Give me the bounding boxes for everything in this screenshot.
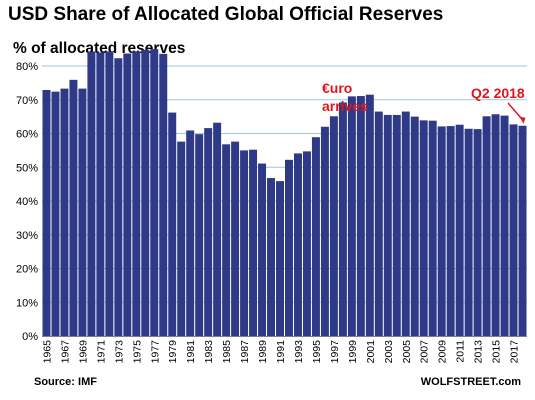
x-tick-label: 2017 <box>509 340 521 364</box>
annotation-euro-line1: €uro <box>322 80 353 96</box>
bar <box>141 49 150 337</box>
bar <box>509 124 518 336</box>
bar <box>177 141 186 336</box>
bar <box>96 52 105 336</box>
x-tick-label: 1983 <box>203 340 215 364</box>
x-tick-label: 1989 <box>257 340 269 364</box>
credit-label: WOLFSTREET.com <box>420 376 521 388</box>
bar <box>150 49 159 336</box>
bar <box>347 96 356 336</box>
x-tick-label: 1991 <box>275 340 287 364</box>
annotation-euro-arrives: €uro arrives <box>322 79 368 115</box>
x-tick-label: 1995 <box>311 340 323 364</box>
y-tick-label: 20% <box>16 264 38 276</box>
chart-title: USD Share of Allocated Global Official R… <box>8 4 444 25</box>
bar <box>329 116 338 336</box>
bar <box>168 112 177 336</box>
bar <box>311 137 320 336</box>
bar <box>428 120 437 336</box>
bar <box>87 51 96 337</box>
bar <box>276 181 284 336</box>
bar <box>114 58 123 337</box>
bar <box>473 129 482 336</box>
bar <box>123 53 132 336</box>
x-tick-label: 2009 <box>437 340 449 364</box>
annotation-q2-2018: Q2 2018 <box>471 85 525 101</box>
bar <box>51 91 60 337</box>
bar <box>213 122 222 336</box>
bar <box>455 124 464 336</box>
x-tick-label: 1967 <box>59 340 71 364</box>
bar <box>204 128 213 336</box>
bar <box>464 128 473 336</box>
x-tick-label: 1985 <box>221 340 233 364</box>
bar <box>383 114 392 336</box>
x-tick-label: 1997 <box>329 340 341 364</box>
y-tick-label: 70% <box>16 95 38 107</box>
bar <box>78 88 87 336</box>
bar <box>446 126 455 336</box>
bar <box>222 144 231 336</box>
bar <box>249 149 258 336</box>
bar <box>132 51 141 337</box>
x-tick-label: 2007 <box>419 340 431 364</box>
source-label: Source: IMF <box>34 376 97 388</box>
bar <box>60 88 69 336</box>
x-tick-label: 1969 <box>77 340 89 364</box>
x-tick-label: 1987 <box>239 340 251 364</box>
y-tick-label: 10% <box>16 297 38 309</box>
bar <box>437 126 446 336</box>
x-tick-label: 1965 <box>41 340 53 364</box>
annotation-arrowhead <box>519 116 526 124</box>
x-tick-label: 1979 <box>167 340 179 364</box>
bar <box>518 125 527 336</box>
bar <box>500 115 509 336</box>
bar <box>293 153 302 336</box>
y-tick-label: 60% <box>16 129 38 141</box>
x-tick-label: 2011 <box>455 340 467 363</box>
bar <box>302 151 311 336</box>
bar <box>410 116 419 336</box>
bar <box>159 53 168 336</box>
x-tick-label: 1971 <box>95 340 107 364</box>
bar <box>258 163 267 336</box>
x-tick-label: 2003 <box>383 340 395 364</box>
y-tick-label: 0% <box>22 331 38 343</box>
bar <box>320 126 329 336</box>
bar <box>374 111 383 336</box>
bar <box>231 141 240 336</box>
y-tick-label: 30% <box>16 230 38 242</box>
bar <box>285 159 293 336</box>
bar <box>195 134 204 336</box>
x-tick-label: 1973 <box>113 340 125 364</box>
x-tick-label: 2013 <box>473 340 485 364</box>
bar <box>42 89 51 337</box>
bar <box>401 111 410 336</box>
y-tick-label: 50% <box>16 162 38 174</box>
x-tick-label: 2015 <box>491 340 503 364</box>
bar <box>365 94 374 336</box>
bar <box>240 150 249 336</box>
annotation-euro-line2: arrives <box>322 98 368 114</box>
y-tick-label: 40% <box>16 196 38 208</box>
bar <box>105 51 114 337</box>
x-tick-label: 2001 <box>365 340 377 364</box>
y-tick-label: 80% <box>16 61 38 73</box>
bar <box>267 178 276 336</box>
bar <box>338 102 347 336</box>
bar <box>491 114 500 336</box>
bar <box>419 120 428 337</box>
bar <box>69 79 78 337</box>
x-tick-label: 1975 <box>131 340 143 364</box>
bar <box>482 116 491 336</box>
bar <box>186 130 195 336</box>
x-tick-label: 1993 <box>293 340 305 364</box>
x-tick-label: 1977 <box>149 340 161 364</box>
x-tick-label: 1981 <box>185 340 197 364</box>
bar <box>392 114 401 336</box>
x-tick-label: 2005 <box>401 340 413 364</box>
bar <box>356 96 365 336</box>
x-tick-label: 1999 <box>347 340 359 364</box>
